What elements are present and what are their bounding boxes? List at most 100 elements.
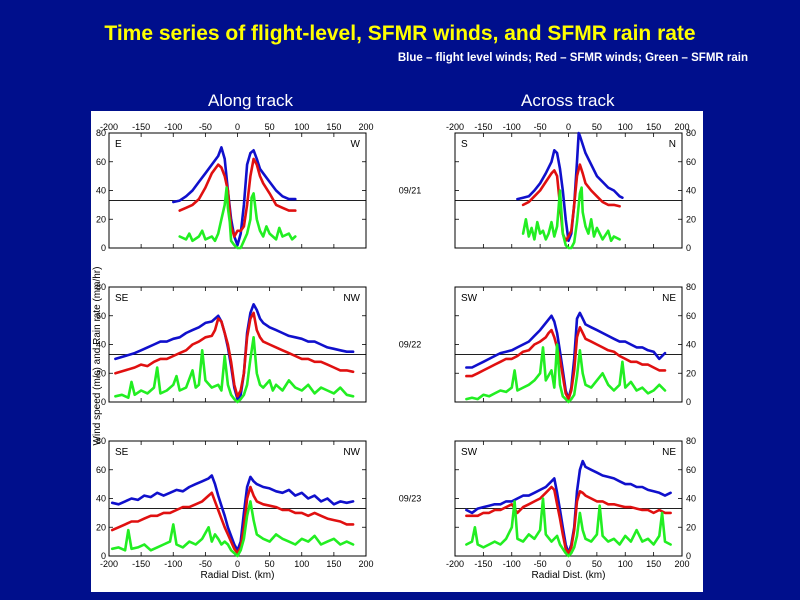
x-tick-label-top: 0 <box>566 122 571 132</box>
series-line-sfmr-rain <box>465 497 672 558</box>
x-tick-label-bottom: 0 <box>235 559 240 569</box>
x-tick-label-top: 50 <box>592 122 602 132</box>
series-line-sfmr-winds <box>465 326 667 401</box>
y-tick-label-left: 0 <box>101 243 106 253</box>
y-tick-label-right: 0 <box>686 551 691 561</box>
x-tick-label-bottom: -100 <box>503 559 521 569</box>
y-tick-label-right: 20 <box>686 522 696 532</box>
x-tick-label-top: -100 <box>164 122 182 132</box>
x-tick-label-bottom: -200 <box>446 559 464 569</box>
y-tick-label-right: 0 <box>686 397 691 407</box>
y-tick-label-right: 20 <box>686 214 696 224</box>
series-line-sfmr-rain <box>114 336 355 404</box>
x-axis-label: Radial Dist. (km) <box>532 570 606 581</box>
x-tick-label-bottom: 50 <box>265 559 275 569</box>
x-tick-label-bottom: -50 <box>534 559 547 569</box>
y-tick-label-left: 60 <box>96 157 106 167</box>
x-tick-label-bottom: 0 <box>566 559 571 569</box>
x-tick-label-top: -50 <box>199 122 212 132</box>
x-tick-label-top: -150 <box>132 122 150 132</box>
y-tick-label-left: 20 <box>96 522 106 532</box>
y-tick-label-right: 40 <box>686 186 696 196</box>
y-tick-label-left: 20 <box>96 368 106 378</box>
x-tick-label-top: -50 <box>534 122 547 132</box>
y-tick-label-left: 60 <box>96 465 106 475</box>
x-tick-label-top: 50 <box>265 122 275 132</box>
direction-label-right: NW <box>343 293 360 304</box>
x-tick-label-top: 150 <box>646 122 661 132</box>
direction-label-left: SW <box>461 293 478 304</box>
y-axis-label: Wind speed (m/s) and Rain rate (mm/hr) <box>92 267 103 446</box>
column-heading-across-track: Across track <box>521 91 615 110</box>
direction-label-left: SE <box>115 293 129 304</box>
legend-subtitle: Blue – flight level winds; Red – SFMR wi… <box>397 52 748 64</box>
x-tick-label-bottom: -150 <box>132 559 150 569</box>
y-tick-label-right: 20 <box>686 368 696 378</box>
x-tick-label-bottom: -150 <box>474 559 492 569</box>
series-line-flight-level <box>172 146 297 247</box>
y-tick-label-right: 40 <box>686 494 696 504</box>
y-tick-label-right: 80 <box>686 128 696 138</box>
series-line-flight-level <box>114 303 355 401</box>
series-line-sfmr-rain <box>110 500 355 558</box>
x-tick-label-top: 100 <box>294 122 309 132</box>
y-tick-label-left: 80 <box>96 436 106 446</box>
x-tick-label-bottom: 50 <box>592 559 602 569</box>
y-tick-label-left: 80 <box>96 128 106 138</box>
y-tick-label-left: 20 <box>96 214 106 224</box>
direction-label-left: S <box>461 139 468 150</box>
y-tick-label-right: 60 <box>686 465 696 475</box>
x-tick-label-top: -150 <box>474 122 492 132</box>
y-tick-label-left: 40 <box>96 186 106 196</box>
direction-label-right: W <box>351 139 361 150</box>
y-tick-label-right: 60 <box>686 311 696 321</box>
y-tick-label-left: 40 <box>96 340 106 350</box>
x-tick-label-bottom: -100 <box>164 559 182 569</box>
y-tick-label-left: 60 <box>96 311 106 321</box>
x-tick-label-top: -100 <box>503 122 521 132</box>
x-tick-label-bottom: 200 <box>358 559 373 569</box>
series-line-sfmr-winds <box>110 485 355 555</box>
direction-label-left: E <box>115 139 122 150</box>
y-tick-label-right: 80 <box>686 436 696 446</box>
y-tick-label-left: 80 <box>96 282 106 292</box>
x-tick-label-top: 0 <box>235 122 240 132</box>
date-label: 09/23 <box>399 494 422 504</box>
series-line-sfmr-rain <box>178 186 297 250</box>
y-tick-label-right: 40 <box>686 340 696 350</box>
y-tick-label-right: 0 <box>686 243 691 253</box>
series-line-sfmr-rain <box>465 343 667 404</box>
series-line-sfmr-rain <box>521 186 621 250</box>
column-heading-along-track: Along track <box>208 91 294 110</box>
series-line-sfmr-winds <box>114 311 355 398</box>
series-line-sfmr-winds <box>178 157 297 238</box>
series-line-sfmr-winds <box>465 485 672 555</box>
series-line-sfmr-winds <box>521 163 621 243</box>
page-title: Time series of flight-level, SFMR winds,… <box>104 22 696 45</box>
date-label: 09/21 <box>399 186 422 196</box>
x-tick-label-bottom: 100 <box>618 559 633 569</box>
y-tick-label-left: 40 <box>96 494 106 504</box>
direction-label-right: NW <box>343 447 360 458</box>
y-tick-label-left: 0 <box>101 397 106 407</box>
chart-panel: -200 -150 -100 -50 0 50 100 150 200 0 20 40 60 80 E W 09… <box>91 111 703 592</box>
x-tick-label-bottom: 100 <box>294 559 309 569</box>
y-tick-label-right: 80 <box>686 282 696 292</box>
x-tick-label-bottom: 150 <box>326 559 341 569</box>
x-tick-label-bottom: -200 <box>100 559 118 569</box>
x-tick-label-bottom: -50 <box>199 559 212 569</box>
x-tick-label-top: -200 <box>446 122 464 132</box>
x-tick-label-top: -200 <box>100 122 118 132</box>
plot-frame-across-09-22 <box>454 286 683 403</box>
x-tick-label-top: 200 <box>674 122 689 132</box>
x-axis-label: Radial Dist. (km) <box>201 570 275 581</box>
x-tick-label-top: 100 <box>618 122 633 132</box>
y-tick-label-left: 0 <box>101 551 106 561</box>
x-tick-label-bottom: 200 <box>674 559 689 569</box>
series-line-flight-level <box>516 131 624 243</box>
y-tick-label-right: 60 <box>686 157 696 167</box>
direction-label-left: SE <box>115 447 129 458</box>
x-tick-label-bottom: 150 <box>646 559 661 569</box>
x-tick-label-top: 200 <box>358 122 373 132</box>
